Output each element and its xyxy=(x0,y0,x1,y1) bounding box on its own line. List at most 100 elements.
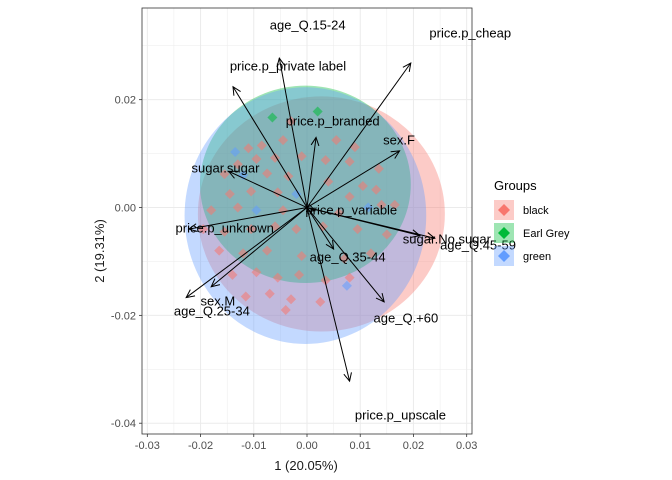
x-tick-label: 0.01 xyxy=(350,440,371,452)
legend-marker-black xyxy=(498,204,510,216)
arrow-age-q-45-59 xyxy=(306,207,435,239)
point-black xyxy=(294,269,305,280)
point-black xyxy=(246,186,257,197)
point-earl-grey xyxy=(312,106,323,117)
legend-title: Groups xyxy=(494,178,537,193)
point-black xyxy=(323,176,334,187)
arrowhead-price-p-upscale xyxy=(343,372,352,383)
arrowhead-sex-f xyxy=(390,150,401,159)
legend-marker-earl-grey xyxy=(498,227,510,239)
plot-panel: age_Q.15-24 price.p_cheap price.p_private … xyxy=(141,7,516,435)
point-black xyxy=(251,153,262,164)
point-black xyxy=(331,135,342,146)
arrow-price-p-upscale xyxy=(306,207,351,382)
variable-arrows: age_Q.15-24 price.p_cheap price.p_private … xyxy=(174,18,516,423)
gridlines xyxy=(142,8,472,434)
point-black xyxy=(224,189,235,200)
point-black xyxy=(286,294,297,305)
point-black xyxy=(280,304,291,315)
arrow-age-q-60 xyxy=(306,207,385,303)
x-tick-label: -0.03 xyxy=(135,440,160,452)
point-black xyxy=(240,291,251,302)
point-black xyxy=(232,202,243,213)
point-green xyxy=(238,170,249,181)
point-black xyxy=(357,180,368,191)
x-tick-label: 0.02 xyxy=(403,440,424,452)
variable-label-age-q-60: age_Q.+60 xyxy=(374,310,439,325)
arrowhead-age-q-25-34 xyxy=(210,278,221,288)
point-black xyxy=(243,143,254,154)
x-tick-label: -0.01 xyxy=(241,440,266,452)
y-axis-title: 2 (19.31%) xyxy=(92,219,107,283)
point-black xyxy=(214,245,225,256)
variable-label-sugar-no-sugar: sugar.No.sugar xyxy=(403,232,492,247)
point-black xyxy=(315,296,326,307)
point-black xyxy=(246,224,257,235)
y-tick-label: -0.04 xyxy=(111,418,136,430)
arrowhead-price-p-cheap xyxy=(402,62,412,72)
point-black xyxy=(262,245,273,256)
point-black xyxy=(376,199,387,210)
arrowhead-price-p-branded xyxy=(310,136,320,147)
variable-label-age-q-25-34: age_Q.25-34 xyxy=(174,303,250,318)
legend-marker-green xyxy=(498,250,510,262)
variable-label-price-p-private-label: price.p_private label xyxy=(230,59,346,74)
point-earl-grey xyxy=(267,112,278,123)
point-black xyxy=(352,224,363,235)
x-tick-label: 0.03 xyxy=(456,440,477,452)
point-black xyxy=(365,248,376,259)
x-axis-title: 1 (20.05%) xyxy=(274,458,338,473)
variable-label-sex-f: sex.F xyxy=(383,132,415,147)
arrowhead-age-q-45-59 xyxy=(425,232,436,241)
point-black xyxy=(344,191,355,202)
variable-label-sex-m: sex.M xyxy=(201,294,236,309)
variable-label-price-p-variable: price.p_variable xyxy=(305,203,397,218)
ellipse-earl-grey xyxy=(200,85,411,284)
arrow-age-q-35-44 xyxy=(306,207,335,250)
point-black xyxy=(219,226,230,237)
point-green xyxy=(363,202,374,213)
point-black xyxy=(371,184,382,195)
y-axis: -0.04 -0.02 0.00 0.02 xyxy=(111,95,142,430)
point-black xyxy=(251,267,262,278)
point-black xyxy=(256,140,267,151)
arrowhead-sugar-no-sugar xyxy=(410,229,421,238)
arrowhead-age-q-60 xyxy=(375,293,385,303)
arrow-price-p-unknown xyxy=(188,207,308,230)
x-tick-label: -0.02 xyxy=(188,440,213,452)
x-axis: -0.03 -0.02 -0.01 0.00 0.01 0.02 0.03 xyxy=(135,434,477,452)
arrowhead-age-q-35-44 xyxy=(325,240,335,251)
variable-label-price-p-upscale: price.p_upscale xyxy=(355,407,446,422)
point-green xyxy=(341,280,352,291)
y-tick-label: -0.02 xyxy=(111,310,136,322)
group-ellipses xyxy=(184,85,445,344)
x-tick-label: 0.00 xyxy=(296,440,317,452)
point-black xyxy=(320,155,331,166)
point-green xyxy=(291,189,302,200)
variable-label-price-p-branded: price.p_branded xyxy=(286,114,380,129)
arrow-price-p-branded xyxy=(306,137,317,208)
arrowhead-sugar-sugar xyxy=(227,170,238,179)
point-black xyxy=(232,159,243,170)
variable-label-age-q-15-24: age_Q.15-24 xyxy=(270,18,346,33)
variable-label-price-p-cheap: price.p_cheap xyxy=(429,26,511,41)
point-black xyxy=(344,156,355,167)
point-black xyxy=(339,253,350,264)
point-black xyxy=(320,275,331,286)
variable-label-price-p-unknown: price.p_unknown xyxy=(176,220,274,235)
point-black xyxy=(291,224,302,235)
legend-label-earl-grey: Earl Grey xyxy=(523,228,570,240)
arrow-age-q-15-24 xyxy=(278,58,308,208)
point-black xyxy=(389,199,400,210)
variable-label-sugar-sugar: sugar.sugar xyxy=(192,160,261,175)
arrowhead-price-p-private-label xyxy=(232,85,241,96)
point-black xyxy=(227,269,238,280)
point-black xyxy=(296,251,307,262)
point-black xyxy=(373,163,384,174)
point-green xyxy=(230,146,241,157)
arrow-age-q-25-34 xyxy=(210,207,308,288)
arrow-sugar-sugar xyxy=(228,170,308,208)
point-black xyxy=(264,288,275,299)
arrow-sex-m xyxy=(185,207,308,298)
point-black xyxy=(278,135,289,146)
